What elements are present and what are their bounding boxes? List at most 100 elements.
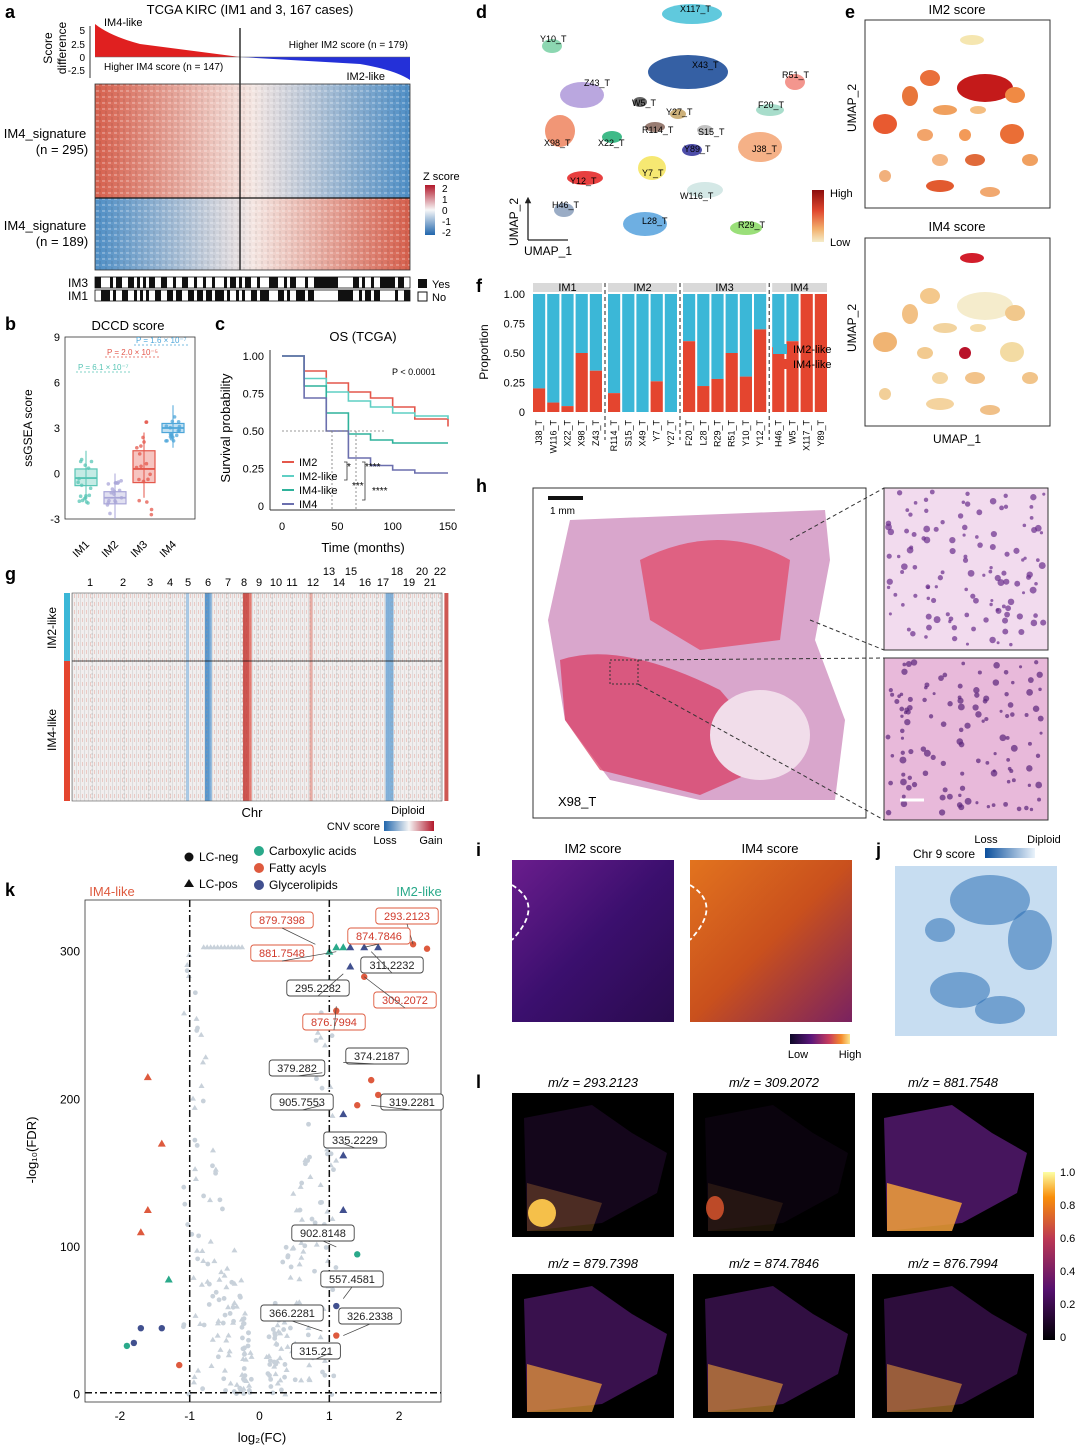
k-point-ns <box>205 1261 211 1267</box>
barcode-im1-cell <box>359 290 362 301</box>
f-bar-im2-Z43_T <box>589 294 602 371</box>
zoom-bottom-cell <box>975 801 979 805</box>
heatmap-top-texture <box>95 84 410 198</box>
k-point-ns <box>288 1325 293 1331</box>
barcode-im3-cell <box>290 277 293 288</box>
k-point-ns <box>222 1312 228 1318</box>
k-point-ns <box>298 1377 305 1383</box>
zoom-bottom-cell <box>924 682 930 688</box>
f-ytick: 1.00 <box>504 289 525 301</box>
f-bar-im2-S15_T <box>622 294 635 412</box>
cluster-Y12_T <box>567 171 603 185</box>
cnv-stripe <box>208 593 212 801</box>
panel-i-title-right: IM4 score <box>741 841 798 856</box>
f-bar-im2-X22_T <box>561 294 574 407</box>
zoom-top-cell <box>910 630 916 637</box>
k-point-ns <box>220 1320 226 1326</box>
zoom-bottom-cell <box>1003 669 1009 675</box>
k-point-ns <box>210 1293 216 1299</box>
zoom-bottom-cell <box>910 659 918 666</box>
zoom-bottom-cell <box>1024 805 1029 811</box>
k-point-ns <box>296 1299 303 1305</box>
k-point-ns <box>182 1201 188 1207</box>
zoom-top-cell <box>1023 556 1027 560</box>
panel-letter-c: c <box>215 314 225 334</box>
zoom-bottom-cell <box>900 714 904 718</box>
barcode-im1-cell <box>179 290 182 301</box>
im4-like-label: IM4-like <box>104 17 143 29</box>
chr9-loss-region <box>925 918 955 942</box>
b-point <box>174 433 179 438</box>
k-point-ns <box>198 1281 205 1287</box>
k-point-ns <box>297 1183 304 1189</box>
k-point-ns <box>211 1258 218 1264</box>
e-im4-cluster <box>965 372 985 384</box>
zoom-bottom-cell <box>888 688 893 693</box>
zoom-top-cell <box>983 617 989 623</box>
barcode-im1-cell <box>227 290 230 301</box>
barcode-im1-cell <box>311 290 314 301</box>
k-point-ns <box>312 1268 317 1274</box>
k-point-ns <box>296 1261 303 1267</box>
cnv-chr-label-11: 11 <box>286 577 297 589</box>
barcode-im3-cell <box>392 277 395 288</box>
zoom-top-cell <box>1001 570 1007 576</box>
zoom-top-cell <box>1007 598 1015 606</box>
f-bar-im4-Y10_T <box>739 376 752 412</box>
f-ytick: 0.75 <box>504 319 525 331</box>
barcode-im3-cell <box>230 277 233 288</box>
cnv-title: CNV score <box>327 821 380 833</box>
zoom-top-cell <box>963 554 968 559</box>
f-xlabel-Z43_T: Z43_T <box>591 420 601 447</box>
zoom-bottom-cell <box>900 800 908 808</box>
k-point-ns <box>305 1325 312 1331</box>
k-point-ns <box>322 1042 329 1048</box>
l-hotspot-strong <box>706 1196 724 1220</box>
panel-j-loss: Loss <box>974 834 998 846</box>
b-point <box>137 452 142 456</box>
spatial-im4 <box>690 860 852 1022</box>
barcode-im3-cell <box>326 277 329 288</box>
l-title-3: m/z = 879.7398 <box>548 1256 639 1271</box>
k-point-ns <box>196 1233 202 1239</box>
panel-letter-k: k <box>5 880 16 900</box>
f-bar-im4-X22_T <box>561 406 574 412</box>
barcode-im1-cell <box>122 290 125 301</box>
zoom-bottom-cell <box>902 662 907 667</box>
k-point-ns <box>327 1083 334 1089</box>
zoom-top-cell <box>997 579 1005 587</box>
cnv-chr-label-4: 4 <box>167 577 173 589</box>
ytick-5: 5 <box>79 26 85 37</box>
zoom-bottom-cell <box>900 778 907 786</box>
barcode-im3-cell <box>371 277 374 288</box>
k-point-ns <box>317 1334 324 1340</box>
cluster-Y7_T <box>638 156 666 180</box>
barcode-im1-cell <box>218 290 221 301</box>
zoom-top-cell <box>886 578 893 585</box>
f-xlabel-Y7_T: Y7_T <box>652 420 662 442</box>
zoom-top-cell <box>1002 628 1009 635</box>
cnv-chr-label-6: 6 <box>205 577 211 589</box>
chr9-loss-region <box>1008 910 1052 970</box>
zoom-top-cell <box>1004 551 1010 557</box>
barcode-im1-cell <box>281 290 284 301</box>
barcode-im1-cell <box>308 290 311 301</box>
cnv-chr-label-2: 2 <box>120 577 126 589</box>
e-im2-cluster <box>1000 124 1024 144</box>
f-legend-IM4-like: IM4-like <box>793 359 832 371</box>
l-tissue-0 <box>524 1105 667 1231</box>
tissue-red-region <box>640 540 790 650</box>
zoom-bottom-cell <box>999 709 1003 713</box>
zoom-bottom-cell <box>942 672 948 678</box>
zoom-bottom-cell <box>897 694 901 698</box>
panel-letter-e: e <box>845 2 855 22</box>
f-xlabel-Y89_T: Y89_T <box>816 420 826 447</box>
k-point-ns <box>198 1031 205 1037</box>
barcode-im3-cell <box>224 277 227 288</box>
b-xlabel-IM3: IM3 <box>129 539 150 560</box>
barcode-im3-cell <box>323 277 326 288</box>
cnv-chr-label-1: 1 <box>87 577 93 589</box>
zoom-top-cell <box>990 598 994 603</box>
barcode-im1-cell <box>176 290 179 301</box>
zoom-top-cell <box>1030 494 1037 501</box>
